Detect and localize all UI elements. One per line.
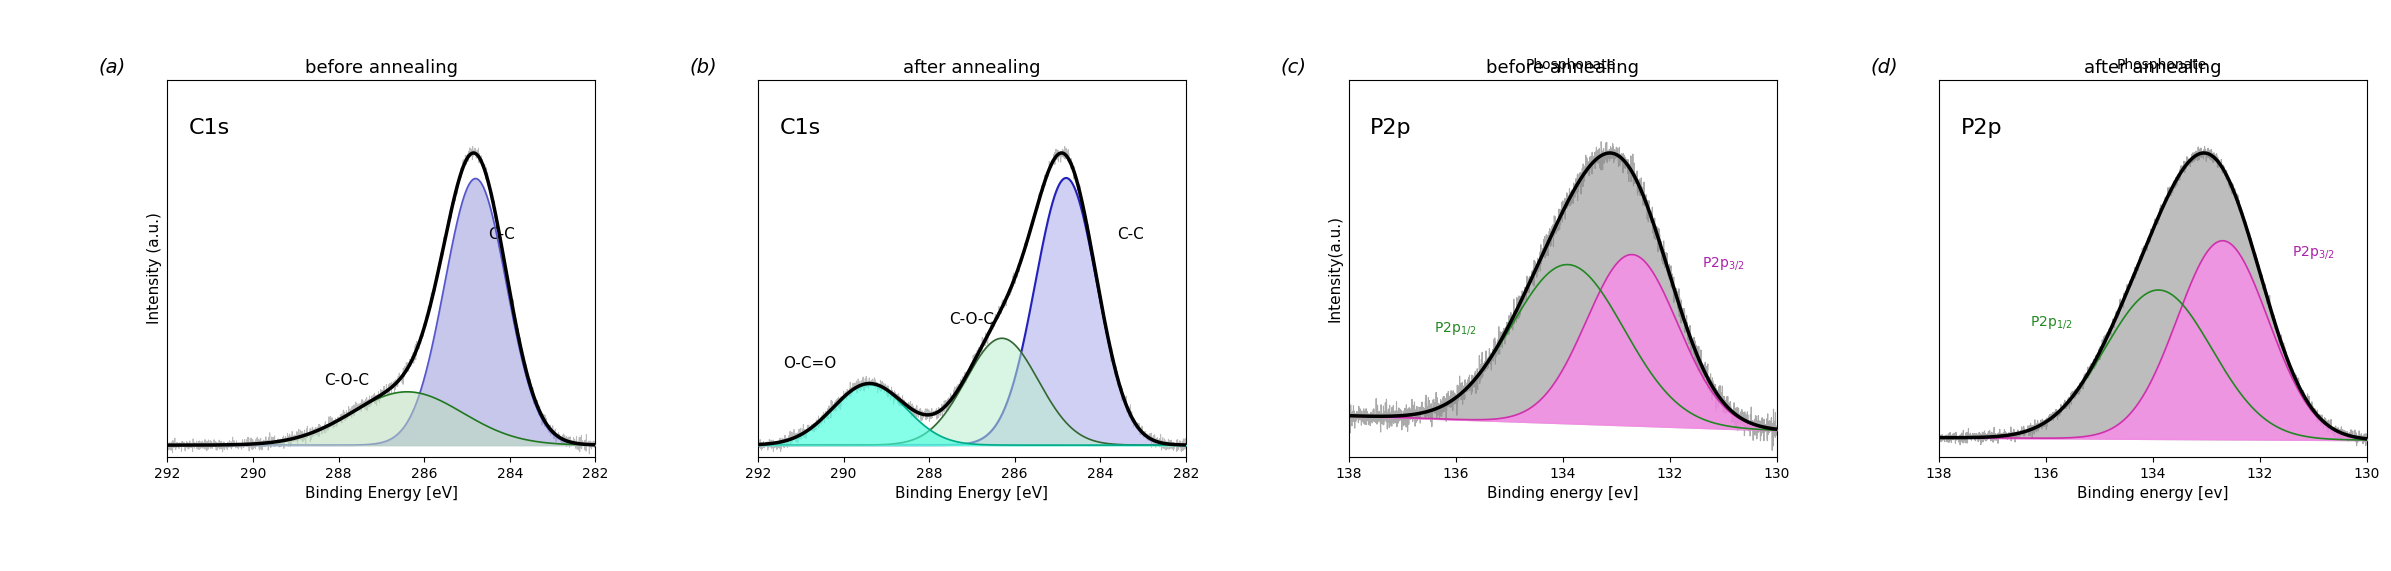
Y-axis label: Intensity (a.u.): Intensity (a.u.) [146, 212, 163, 324]
Text: Phosphonate: Phosphonate [2116, 58, 2207, 73]
X-axis label: Binding energy [ev]: Binding energy [ev] [1487, 486, 1638, 501]
Text: P2p: P2p [1370, 118, 1411, 138]
Title: after annealing: after annealing [2085, 59, 2221, 77]
X-axis label: Binding energy [ev]: Binding energy [ev] [2078, 486, 2228, 501]
Title: before annealing: before annealing [1487, 59, 1638, 77]
Text: O-C=O: O-C=O [782, 356, 837, 371]
Text: P2p$_{1/2}$: P2p$_{1/2}$ [2030, 314, 2073, 331]
Title: after annealing: after annealing [904, 59, 1040, 77]
Text: P2p$_{3/2}$: P2p$_{3/2}$ [1702, 255, 1743, 272]
Text: (d): (d) [1870, 57, 1898, 77]
Text: P2p$_{1/2}$: P2p$_{1/2}$ [1435, 320, 1478, 337]
Text: P2p: P2p [1961, 118, 2001, 138]
Text: C1s: C1s [189, 118, 230, 138]
X-axis label: Binding Energy [eV]: Binding Energy [eV] [897, 486, 1047, 501]
Text: P2p$_{3/2}$: P2p$_{3/2}$ [2293, 244, 2334, 261]
Text: (c): (c) [1279, 57, 1305, 77]
Text: C-O-C: C-O-C [325, 373, 371, 388]
Text: C-C: C-C [1117, 227, 1145, 242]
Text: C-C: C-C [488, 227, 514, 242]
Text: C1s: C1s [779, 118, 820, 138]
Title: before annealing: before annealing [304, 59, 457, 77]
Y-axis label: Intensity(a.u.): Intensity(a.u.) [1327, 215, 1344, 322]
Text: C-O-C: C-O-C [949, 312, 995, 327]
Text: (b): (b) [689, 57, 717, 77]
X-axis label: Binding Energy [eV]: Binding Energy [eV] [304, 486, 457, 501]
Text: (a): (a) [98, 57, 127, 77]
Text: Phosphonate: Phosphonate [1525, 58, 1616, 73]
